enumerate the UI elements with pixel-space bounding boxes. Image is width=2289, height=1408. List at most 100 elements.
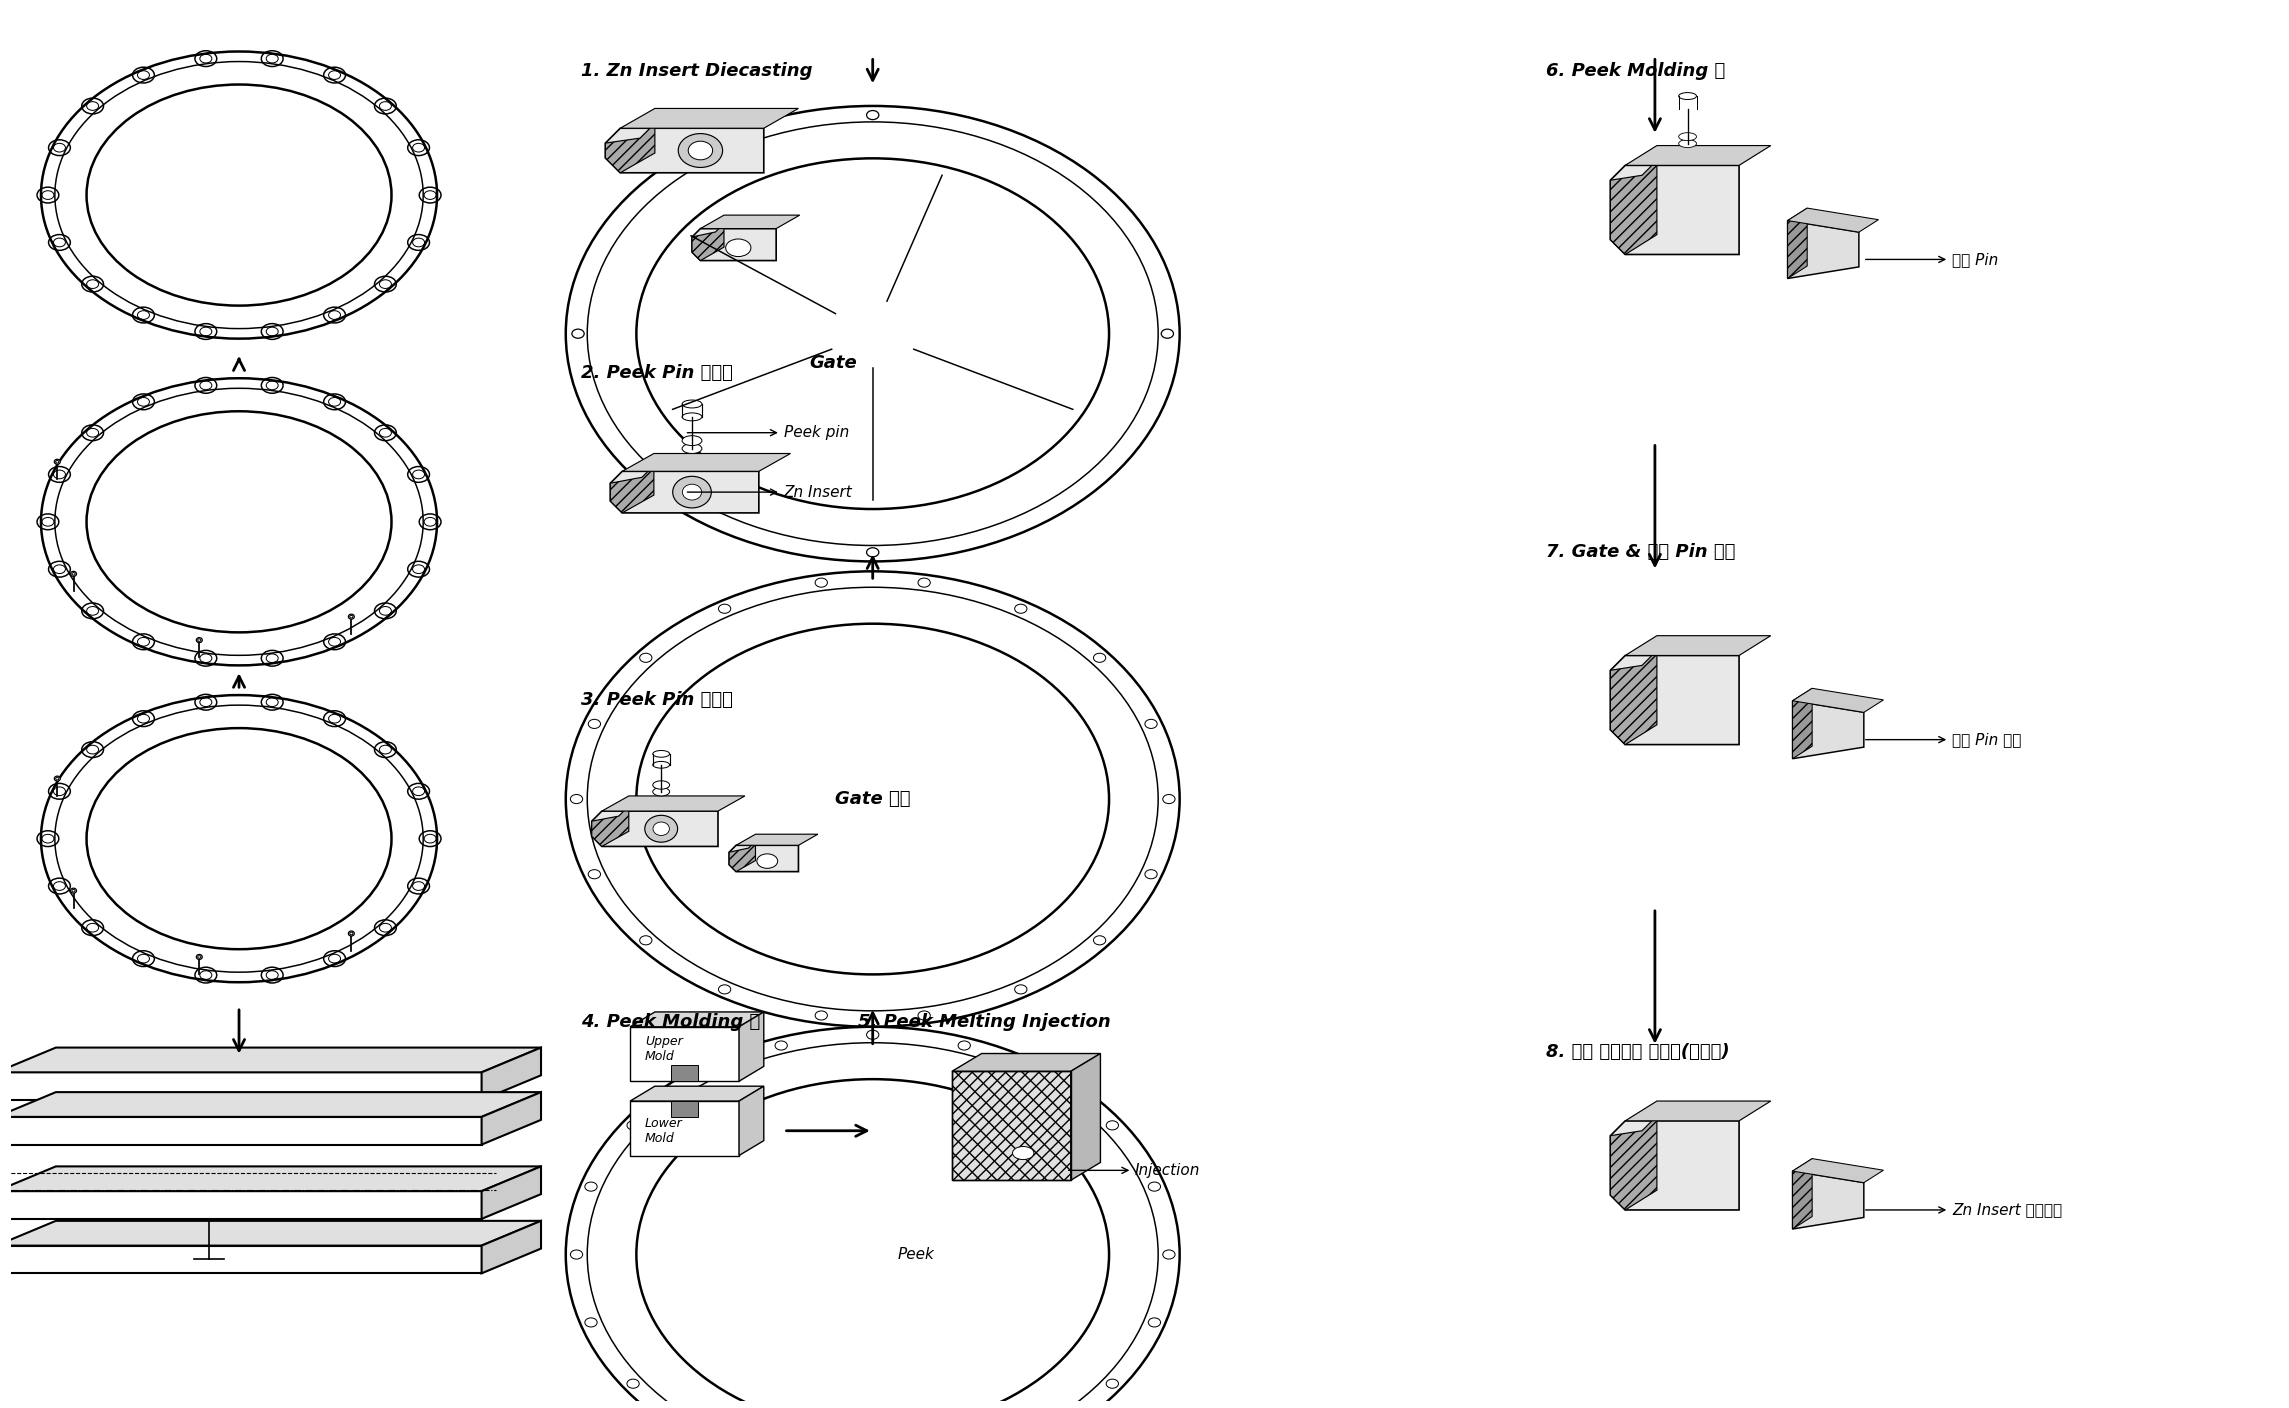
Ellipse shape [689, 141, 712, 161]
Ellipse shape [645, 815, 678, 842]
Ellipse shape [1041, 1071, 1053, 1081]
Ellipse shape [55, 776, 60, 781]
Ellipse shape [1163, 1250, 1174, 1259]
Polygon shape [0, 1191, 481, 1219]
Polygon shape [620, 108, 799, 128]
Ellipse shape [572, 329, 584, 338]
Ellipse shape [348, 614, 355, 620]
Ellipse shape [627, 1121, 639, 1129]
Polygon shape [602, 796, 744, 811]
Ellipse shape [586, 1183, 597, 1191]
Polygon shape [0, 1246, 481, 1273]
Polygon shape [604, 128, 765, 173]
Ellipse shape [682, 413, 703, 421]
Ellipse shape [652, 781, 671, 790]
Ellipse shape [1094, 653, 1106, 662]
Text: 6. Peek Molding 후: 6. Peek Molding 후 [1545, 62, 1726, 80]
Text: Zn Insert: Zn Insert [687, 484, 852, 500]
Ellipse shape [1012, 1146, 1035, 1160]
Ellipse shape [682, 484, 703, 500]
Polygon shape [730, 841, 755, 872]
Ellipse shape [673, 476, 712, 508]
Polygon shape [0, 1073, 481, 1100]
Polygon shape [952, 1053, 1101, 1071]
Ellipse shape [1094, 936, 1106, 945]
Ellipse shape [1106, 1378, 1119, 1388]
Polygon shape [604, 124, 655, 173]
Polygon shape [481, 1048, 540, 1100]
Ellipse shape [868, 110, 879, 120]
Polygon shape [1792, 1159, 1813, 1229]
Ellipse shape [682, 444, 703, 453]
Polygon shape [737, 834, 817, 845]
Text: 1. Zn Insert Diecasting: 1. Zn Insert Diecasting [581, 62, 813, 80]
Ellipse shape [652, 822, 668, 835]
Text: Peek pin: Peek pin [687, 425, 849, 441]
Ellipse shape [588, 719, 600, 728]
Polygon shape [1611, 650, 1657, 745]
Text: Gate 제거: Gate 제거 [835, 790, 911, 808]
Ellipse shape [682, 435, 703, 445]
Polygon shape [1792, 1159, 1884, 1183]
Ellipse shape [348, 931, 355, 936]
Ellipse shape [758, 853, 778, 869]
Polygon shape [730, 845, 799, 872]
Ellipse shape [726, 239, 751, 256]
Polygon shape [691, 224, 723, 260]
Ellipse shape [1014, 604, 1028, 614]
Polygon shape [1625, 635, 1772, 656]
Ellipse shape [570, 794, 584, 804]
Ellipse shape [197, 638, 201, 642]
Ellipse shape [815, 1011, 826, 1019]
Polygon shape [1788, 208, 1808, 279]
Polygon shape [629, 1101, 739, 1156]
Ellipse shape [678, 134, 723, 168]
Polygon shape [671, 1064, 698, 1081]
Polygon shape [1611, 161, 1657, 255]
Polygon shape [629, 1026, 739, 1081]
Polygon shape [623, 453, 790, 472]
Polygon shape [1788, 208, 1879, 232]
Polygon shape [1792, 701, 1863, 759]
Text: 4. Peek Molding 전: 4. Peek Molding 전 [581, 1012, 760, 1031]
Ellipse shape [682, 400, 703, 408]
Polygon shape [671, 1101, 698, 1118]
Polygon shape [1792, 689, 1884, 712]
Ellipse shape [1149, 1318, 1161, 1326]
Polygon shape [611, 466, 655, 513]
Ellipse shape [55, 459, 60, 465]
Ellipse shape [868, 1031, 879, 1039]
Ellipse shape [639, 653, 652, 662]
Ellipse shape [719, 984, 730, 994]
Polygon shape [1611, 1121, 1740, 1209]
Polygon shape [1611, 656, 1740, 745]
Text: Gate: Gate [810, 355, 856, 372]
Ellipse shape [639, 936, 652, 945]
Polygon shape [1788, 221, 1859, 279]
Ellipse shape [1144, 719, 1158, 728]
Polygon shape [611, 472, 760, 513]
Ellipse shape [652, 750, 671, 758]
Ellipse shape [588, 870, 600, 879]
Ellipse shape [1161, 329, 1174, 338]
Polygon shape [481, 1166, 540, 1219]
Polygon shape [0, 1093, 540, 1117]
Polygon shape [739, 1012, 765, 1081]
Ellipse shape [1678, 139, 1696, 148]
Polygon shape [1611, 1117, 1657, 1209]
Text: Upper
Mold: Upper Mold [645, 1035, 682, 1063]
Ellipse shape [776, 1041, 787, 1050]
Text: 8. 최종 기계가공 완료후(완제품): 8. 최종 기계가공 완료후(완제품) [1545, 1042, 1730, 1060]
Polygon shape [1611, 165, 1740, 255]
Polygon shape [1792, 1171, 1863, 1229]
Ellipse shape [71, 888, 76, 893]
Polygon shape [0, 1048, 540, 1073]
Polygon shape [593, 811, 719, 846]
Ellipse shape [868, 548, 879, 558]
Ellipse shape [1014, 984, 1028, 994]
Ellipse shape [918, 1011, 929, 1019]
Ellipse shape [197, 955, 201, 959]
Polygon shape [739, 1086, 765, 1156]
Polygon shape [700, 215, 799, 228]
Text: Injection: Injection [1069, 1163, 1199, 1178]
